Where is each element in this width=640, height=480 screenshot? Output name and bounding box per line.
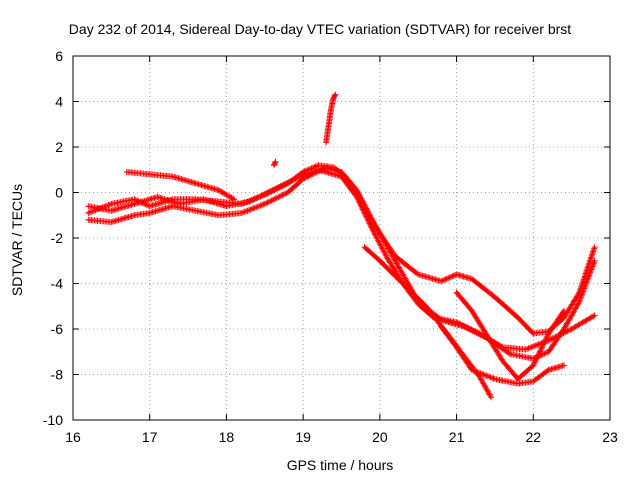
x-axis-label: GPS time / hours	[286, 457, 394, 473]
series-markers	[453, 289, 567, 382]
y-tick-label: -10	[43, 412, 63, 428]
y-tick-label: -8	[51, 367, 64, 383]
y-tick-label: 6	[55, 48, 63, 64]
chart-title: Day 232 of 2014, Sidereal Day-to-day VTE…	[68, 21, 572, 37]
grid	[73, 56, 610, 420]
series-markers	[123, 169, 238, 203]
series-markers	[438, 323, 567, 387]
x-tick-label: 18	[219, 429, 235, 445]
x-tick-label: 17	[142, 429, 158, 445]
data-layer	[85, 91, 598, 401]
ticks: 16 17 18 19 20 21 22 23 -10 -8 -6 -4 -2 0 2 4 6	[43, 48, 618, 445]
series-track-5	[361, 244, 495, 401]
x-tick-label: 20	[372, 429, 388, 445]
series-track-1	[85, 162, 598, 337]
series-markers	[85, 162, 598, 337]
series-track-7	[453, 289, 567, 382]
series-markers	[323, 91, 339, 146]
series-track-3	[85, 166, 598, 353]
x-tick-label: 23	[602, 429, 618, 445]
y-tick-label: 0	[55, 185, 63, 201]
series-markers	[85, 166, 598, 353]
series-markers	[361, 244, 495, 401]
series-track-6	[438, 323, 567, 387]
series-track-2	[85, 164, 598, 362]
x-tick-label: 19	[295, 429, 311, 445]
series-track-9	[271, 158, 279, 169]
x-tick-label: 16	[65, 429, 81, 445]
x-tick-label: 21	[449, 429, 465, 445]
y-tick-label: -6	[51, 321, 64, 337]
series-markers	[85, 164, 598, 362]
series-track-4	[123, 169, 238, 203]
y-tick-label: 2	[55, 139, 63, 155]
series-track-8	[323, 91, 339, 146]
y-axis-label: SDTVAR / TECUs	[9, 183, 25, 297]
y-tick-label: -4	[51, 276, 64, 292]
x-tick-label: 22	[525, 429, 541, 445]
series-markers	[271, 158, 279, 169]
y-tick-label: -2	[51, 230, 64, 246]
y-tick-label: 4	[55, 94, 63, 110]
